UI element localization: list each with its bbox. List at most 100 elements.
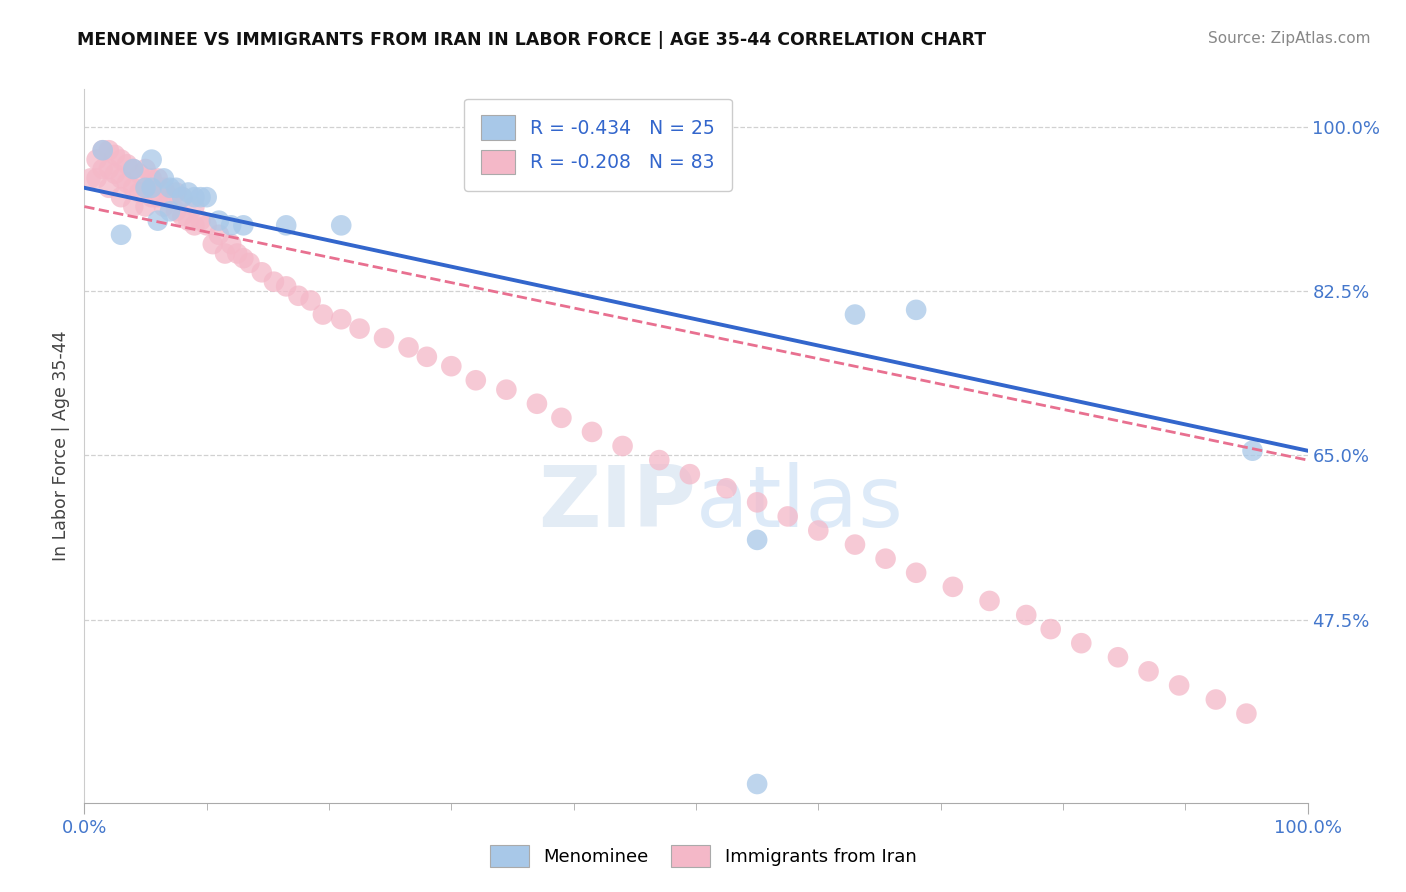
Point	[612, 439, 634, 453]
Point	[183, 219, 205, 233]
Point	[550, 410, 572, 425]
Point	[526, 397, 548, 411]
Point	[201, 237, 224, 252]
Legend: Menominee, Immigrants from Iran: Menominee, Immigrants from Iran	[481, 836, 925, 876]
Point	[875, 551, 897, 566]
Point	[115, 157, 138, 171]
Point	[104, 167, 127, 181]
Point	[104, 148, 127, 162]
Text: ZIP: ZIP	[538, 461, 696, 545]
Point	[146, 171, 169, 186]
Point	[1107, 650, 1129, 665]
Point	[219, 237, 242, 252]
Point	[128, 186, 150, 200]
Point	[110, 227, 132, 242]
Point	[159, 181, 181, 195]
Point	[1241, 443, 1264, 458]
Point	[141, 171, 163, 186]
Point	[195, 190, 218, 204]
Point	[776, 509, 799, 524]
Point	[299, 293, 322, 308]
Point	[177, 186, 200, 200]
Point	[110, 190, 132, 204]
Point	[195, 219, 218, 233]
Text: MENOMINEE VS IMMIGRANTS FROM IRAN IN LABOR FORCE | AGE 35-44 CORRELATION CHART: MENOMINEE VS IMMIGRANTS FROM IRAN IN LAB…	[77, 31, 987, 49]
Point	[287, 289, 309, 303]
Point	[172, 209, 194, 223]
Text: atlas: atlas	[696, 461, 904, 545]
Point	[135, 181, 157, 195]
Point	[679, 467, 702, 482]
Point	[232, 219, 254, 233]
Point	[905, 302, 928, 317]
Point	[86, 153, 108, 167]
Point	[219, 219, 242, 233]
Point	[276, 219, 298, 233]
Point	[86, 171, 108, 186]
Point	[1137, 665, 1160, 679]
Point	[115, 176, 138, 190]
Point	[312, 308, 335, 322]
Point	[232, 251, 254, 265]
Point	[208, 213, 231, 227]
Point	[349, 321, 371, 335]
Point	[122, 181, 145, 195]
Point	[1205, 692, 1227, 706]
Point	[747, 533, 769, 547]
Point	[110, 153, 132, 167]
Point	[153, 181, 176, 195]
Point	[183, 200, 205, 214]
Point	[581, 425, 603, 439]
Point	[146, 190, 169, 204]
Point	[373, 331, 395, 345]
Point	[226, 246, 249, 260]
Point	[844, 308, 866, 322]
Point	[159, 190, 181, 204]
Point	[263, 275, 285, 289]
Point	[1168, 678, 1191, 692]
Point	[214, 246, 236, 260]
Point	[91, 161, 114, 176]
Point	[135, 161, 157, 176]
Point	[979, 594, 1001, 608]
Point	[330, 219, 353, 233]
Point	[165, 186, 187, 200]
Point	[807, 524, 830, 538]
Point	[165, 204, 187, 219]
Point	[141, 190, 163, 204]
Point	[141, 181, 163, 195]
Point	[141, 153, 163, 167]
Point	[747, 495, 769, 509]
Point	[135, 181, 157, 195]
Point	[153, 171, 176, 186]
Legend: R = -0.434   N = 25, R = -0.208   N = 83: R = -0.434 N = 25, R = -0.208 N = 83	[464, 99, 731, 191]
Point	[844, 538, 866, 552]
Point	[208, 227, 231, 242]
Point	[135, 200, 157, 214]
Point	[1015, 607, 1038, 622]
Point	[495, 383, 517, 397]
Point	[122, 200, 145, 214]
Point	[1039, 622, 1062, 636]
Point	[330, 312, 353, 326]
Point	[190, 190, 212, 204]
Text: Source: ZipAtlas.com: Source: ZipAtlas.com	[1208, 31, 1371, 46]
Point	[440, 359, 463, 374]
Point	[1236, 706, 1258, 721]
Point	[276, 279, 298, 293]
Point	[97, 181, 120, 195]
Point	[747, 777, 769, 791]
Point	[159, 204, 181, 219]
Point	[122, 161, 145, 176]
Point	[238, 256, 260, 270]
Point	[648, 453, 671, 467]
Point	[1070, 636, 1092, 650]
Point	[464, 373, 486, 387]
Point	[79, 171, 101, 186]
Point	[128, 167, 150, 181]
Point	[165, 181, 187, 195]
Point	[905, 566, 928, 580]
Point	[183, 190, 205, 204]
Y-axis label: In Labor Force | Age 35-44: In Labor Force | Age 35-44	[52, 331, 70, 561]
Point	[172, 190, 194, 204]
